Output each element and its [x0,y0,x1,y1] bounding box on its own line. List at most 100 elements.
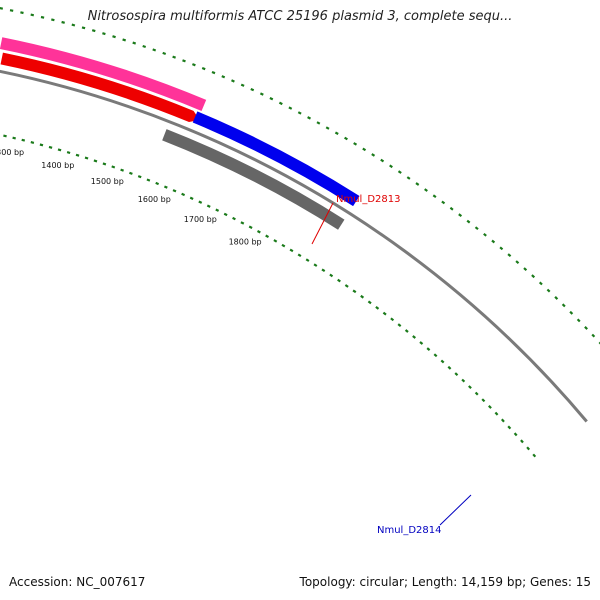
gc-dot [371,153,376,157]
gc-dot [137,175,142,179]
gc-dot [353,142,358,146]
gc-dot [481,398,486,403]
gc-dot [250,87,255,92]
gc-dot [102,32,106,36]
gc-dot [433,353,438,358]
gc-dot [146,178,151,182]
gc-dot [12,136,16,140]
gc-dot [39,143,44,147]
gc-dot [325,126,330,130]
gc-dot [189,196,194,200]
gc-dot [91,29,96,33]
gc-dot [406,176,411,180]
gene-label-leader [311,202,334,245]
gc-dot [0,7,4,10]
gc-dot [66,151,71,155]
gene-arrow-nmul-d2813[interactable] [0,52,200,123]
gene-label[interactable]: Nmul_D2813 [336,194,401,205]
gc-dot [206,204,211,208]
gc-dot [40,15,45,19]
gc-dot [297,253,302,258]
gc-dot [313,263,318,267]
gc-dot [201,66,206,71]
gene-label-leader [439,494,472,526]
gc-dot [215,208,220,212]
gc-dot [20,11,24,15]
gc-dot [520,439,524,444]
gc-dot [337,278,341,283]
gc-dot [382,311,387,316]
gc-dot [182,59,186,63]
gc-dot [232,216,236,221]
gc-dot [454,372,459,377]
gc-dot [499,246,504,251]
gc-dot [288,106,293,110]
gc-dot [198,200,203,204]
gc-dot [474,226,479,231]
gene-band-pink[interactable] [0,37,207,111]
feature-arrows [0,37,360,230]
map-title: Nitrosospira multiformis ATCC 25196 plas… [87,9,513,24]
tick-label: 1300 bp [0,148,24,157]
gc-dot [523,267,528,272]
gc-dot [9,9,14,12]
gc-dot [507,425,512,430]
gc-dot [3,134,7,138]
accession-label: Accession: NC_007617 [9,575,146,589]
tick-labels: 700 bp800 bp900 bp1000 bp1100 bp1200 bp1… [0,148,262,247]
gc-dot [71,23,76,27]
gc-dot [172,55,176,59]
gc-dot [538,281,543,286]
gc-dot [513,432,518,437]
gc-dot [248,225,253,229]
tick-label: 1600 bp [138,195,171,204]
tick-label: 1700 bp [184,215,217,224]
gc-dot [531,274,536,279]
gc-dot [281,243,286,248]
gc-dot [390,317,395,322]
gc-dot [458,213,463,217]
gc-dot [93,159,98,163]
gc-dot [256,230,261,234]
gene-labels: Nmul_D2813 Nmul_D2814 [311,194,472,536]
gene-arrow-nmul-d2814[interactable] [192,111,360,207]
gc-dot [362,147,367,152]
gc-dot [449,206,454,211]
tick-label: 1400 bp [41,161,74,170]
gc-dot [468,385,472,389]
gene-band-gray[interactable] [162,129,345,230]
gc-dot [483,232,487,237]
gc-dot-tracks [0,7,600,458]
gc-dot [191,63,196,67]
gene-label[interactable]: Nmul_D2814 [377,525,442,536]
gc-dot [259,92,264,96]
gc-dot [240,221,245,225]
gc-dot [389,164,393,169]
gc-dot [488,405,492,409]
gc-dot [424,188,428,192]
gc-dot [211,70,216,75]
gc-dot [526,446,531,451]
gc-dot [440,359,445,364]
gc-dot [61,20,65,24]
gc-dot [432,194,437,199]
gc-dot [297,111,302,115]
gc-dot [441,200,446,205]
gc-dot [344,284,349,288]
gc-dot [507,253,512,258]
gc-dot [316,121,321,125]
gc-dot [584,326,588,330]
gc-dot [30,141,35,144]
gc-dot [223,212,228,217]
gc-dot [494,411,499,416]
gc-dot [289,248,294,253]
gc-dot [129,171,133,175]
gc-dot [102,162,107,166]
gc-dot [142,44,147,49]
gc-dot [334,131,339,135]
tick-label: 1800 bp [229,238,262,247]
gc-dot [84,156,89,160]
gc-dot [307,116,312,120]
gc-dot [163,185,168,189]
gc-dot [360,294,365,299]
